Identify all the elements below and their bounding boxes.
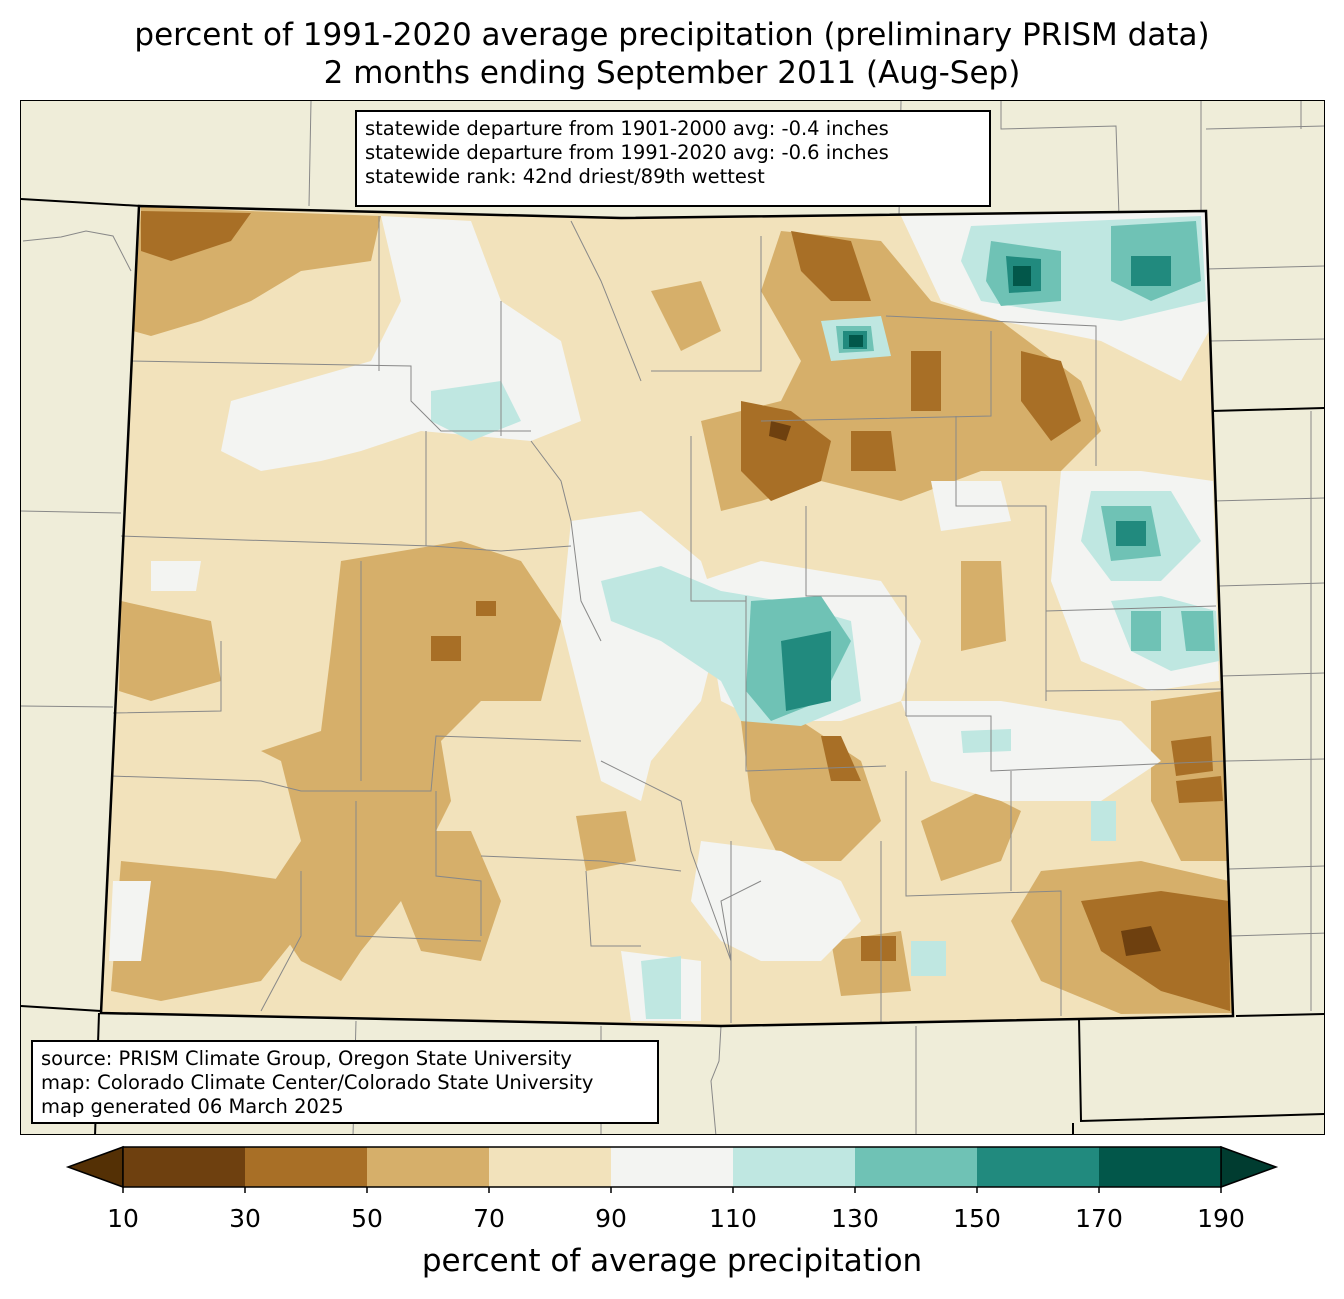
colorbar-bin-70-90 xyxy=(489,1147,612,1187)
colorbar-tick-label: 190 xyxy=(1197,1204,1245,1233)
colorbar-tick-label: 130 xyxy=(831,1204,879,1233)
colorbar-bin-90-110 xyxy=(611,1147,734,1187)
colorbar-bin-150-170 xyxy=(977,1147,1100,1187)
county-lines xyxy=(110,216,1227,1023)
neighbor-state-lines xyxy=(21,198,1324,1134)
map-credit-line: map: Colorado Climate Center/Colorado St… xyxy=(41,1071,594,1094)
colorbar-tick-label: 90 xyxy=(595,1204,627,1233)
map-title-line2: 2 months ending September 2011 (Aug-Sep) xyxy=(323,55,1021,91)
colorbar-bin-130-150 xyxy=(855,1147,978,1187)
precip-contours xyxy=(109,207,1232,1021)
statewide-stats-box: statewide departure from 1901-2000 avg: … xyxy=(355,110,991,207)
colorbar-bin-110-130 xyxy=(733,1147,856,1187)
source-credits-box: source: PRISM Climate Group, Oregon Stat… xyxy=(31,1040,659,1124)
source-line: source: PRISM Climate Group, Oregon Stat… xyxy=(41,1047,572,1070)
colorado-border xyxy=(99,204,1235,1028)
colorbar-tick-label: 110 xyxy=(709,1204,757,1233)
colorbar-frame xyxy=(122,1146,1222,1188)
colorbar-over-arrow xyxy=(1220,1145,1279,1189)
colorado-map xyxy=(21,101,1324,1134)
generated-date-line: map generated 06 March 2025 xyxy=(41,1095,344,1118)
map-panel xyxy=(20,100,1325,1135)
colorbar-bin-30-50 xyxy=(245,1147,368,1187)
colorbar-bin-170-190 xyxy=(1099,1147,1222,1187)
colorbar-tick-label: 50 xyxy=(351,1204,383,1233)
colorbar-bin-10-30 xyxy=(123,1147,246,1187)
colorbar-bin-50-70 xyxy=(367,1147,490,1187)
stats-rank: statewide rank: 42nd driest/89th wettest xyxy=(365,165,765,188)
colorbar-tick-label: 10 xyxy=(107,1204,139,1233)
colorbar-under-arrow xyxy=(65,1145,124,1189)
map-title-line1: percent of 1991-2020 average precipitati… xyxy=(134,17,1210,53)
colorbar-tick-label: 70 xyxy=(473,1204,505,1233)
colorbar xyxy=(65,1145,1279,1193)
colorbar-tick-label: 150 xyxy=(953,1204,1001,1233)
stats-departure-1901-2000: statewide departure from 1901-2000 avg: … xyxy=(365,117,889,140)
neighbor-county-lines xyxy=(21,101,1324,1134)
colorbar-title: percent of average precipitation xyxy=(421,1243,923,1279)
colorbar-tick-label: 30 xyxy=(229,1204,261,1233)
colorbar-tick-label: 170 xyxy=(1075,1204,1123,1233)
stats-departure-1991-2020: statewide departure from 1991-2020 avg: … xyxy=(365,141,889,164)
